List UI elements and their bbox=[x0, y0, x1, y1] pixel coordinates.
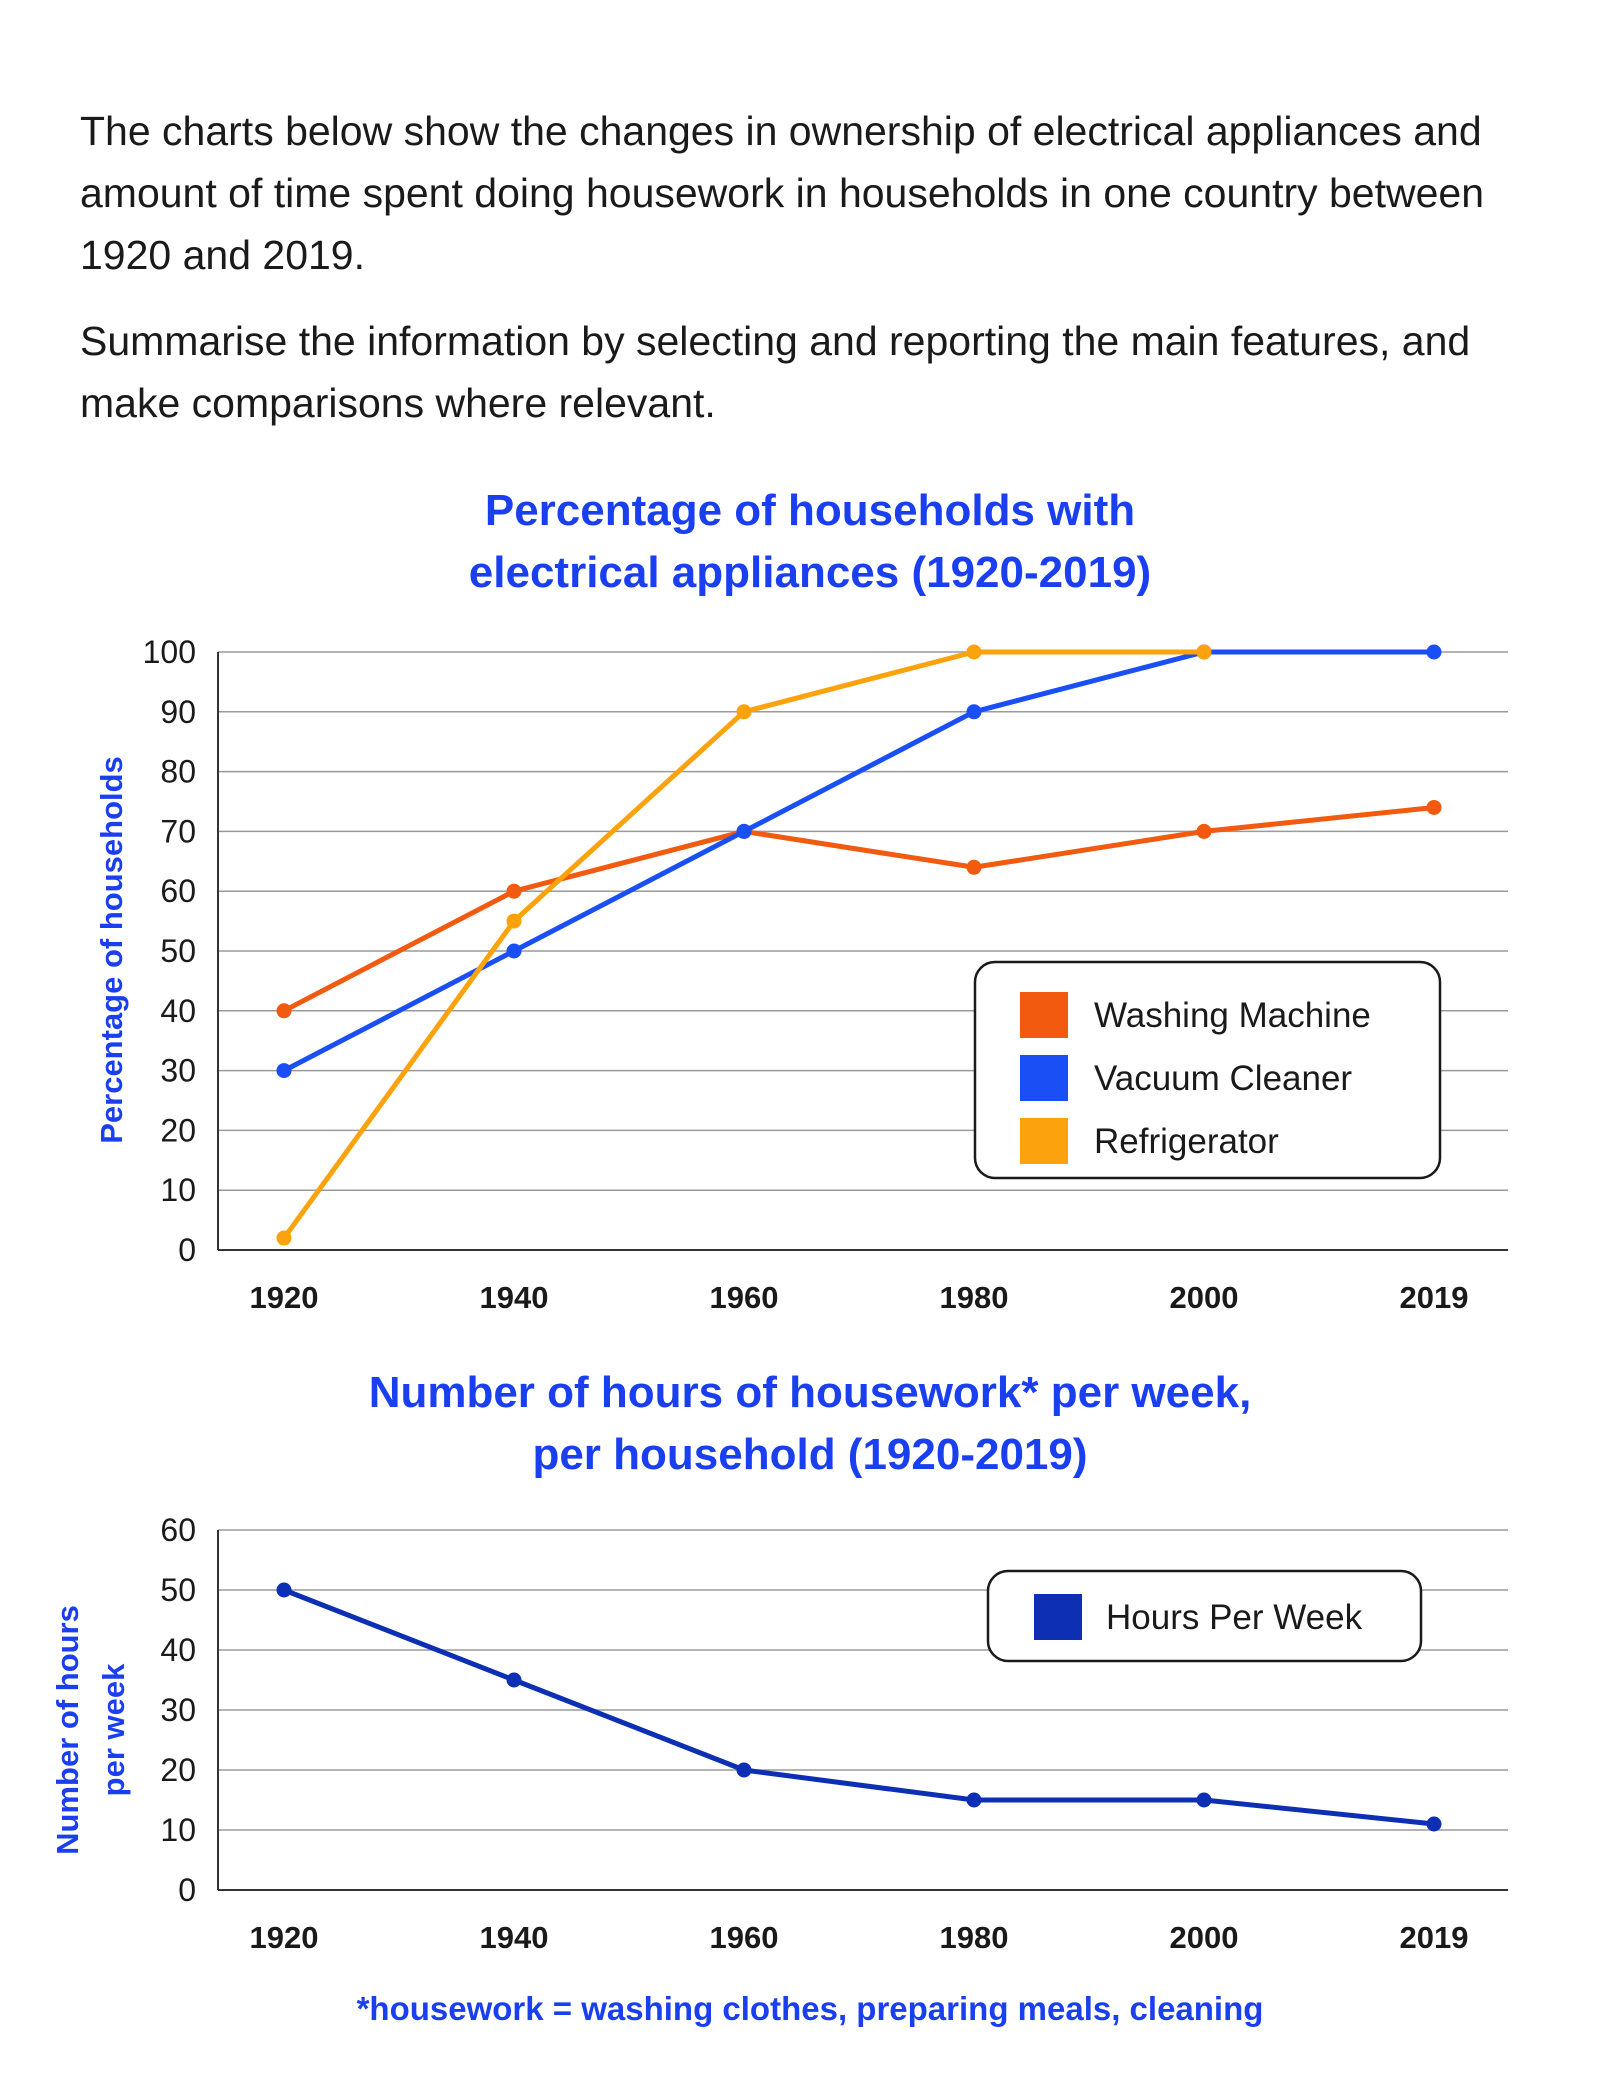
legend-label-vacuum: Vacuum Cleaner bbox=[1094, 1059, 1352, 1098]
y-tick-label: 40 bbox=[160, 993, 196, 1029]
data-point-vacuum bbox=[1426, 644, 1442, 660]
y-tick-label: 100 bbox=[143, 634, 196, 670]
x-tick-label: 1940 bbox=[480, 1280, 549, 1315]
data-point-fridge bbox=[506, 913, 522, 929]
x-tick-label: 1920 bbox=[250, 1280, 319, 1315]
housework-chart: 0 10 20 30 40 50 60 1920 1940 1960 1980 2000 2019 Num… bbox=[50, 1512, 1508, 1955]
legend-box bbox=[986, 1569, 1423, 1663]
data-point-hours bbox=[1196, 1792, 1212, 1808]
data-point-vacuum bbox=[736, 823, 752, 839]
data-point-fridge bbox=[966, 644, 982, 660]
data-point-hours bbox=[506, 1672, 522, 1688]
x-tick-label: 1980 bbox=[940, 1280, 1009, 1315]
legend-box bbox=[973, 960, 1442, 1180]
appliance-chart: 0 10 20 30 40 50 60 70 80 90 100 1920 1940 1960 1980 20… bbox=[94, 634, 1508, 1315]
legend-swatch-hours bbox=[1034, 1594, 1082, 1640]
x-tick-label: 2000 bbox=[1170, 1280, 1239, 1315]
y-tick-label: 0 bbox=[178, 1872, 196, 1908]
footnote: *housework = washing clothes, preparing … bbox=[356, 1990, 1264, 2027]
x-tick-label: 2019 bbox=[1400, 1280, 1469, 1315]
x-tick-label: 2000 bbox=[1170, 1920, 1239, 1955]
y-axis-label-line1: Number of hours bbox=[50, 1605, 85, 1855]
x-tick-label: 1960 bbox=[710, 1920, 779, 1955]
y-tick-label: 50 bbox=[160, 1572, 196, 1608]
x-tick-label: 1980 bbox=[940, 1920, 1009, 1955]
y-tick-label: 0 bbox=[178, 1232, 196, 1268]
legend-label-fridge: Refrigerator bbox=[1094, 1122, 1279, 1161]
y-tick-label: 10 bbox=[160, 1812, 196, 1848]
data-point-washing bbox=[1426, 799, 1442, 815]
chart2-title-line2: per household (1920-2019) bbox=[532, 1430, 1088, 1479]
data-point-washing bbox=[506, 883, 522, 899]
y-tick-label: 20 bbox=[160, 1752, 196, 1788]
y-tick-label: 30 bbox=[160, 1692, 196, 1728]
x-tick-label: 1960 bbox=[710, 1280, 779, 1315]
legend-swatch-washing bbox=[1020, 992, 1068, 1038]
chart1-title: Percentage of households with electrical… bbox=[0, 480, 1620, 604]
series-line-washing bbox=[282, 804, 1435, 1014]
y-tick-label: 10 bbox=[160, 1172, 196, 1208]
data-point-washing bbox=[276, 1003, 292, 1019]
series-line-hours bbox=[283, 1587, 1435, 1827]
y-tick-label: 40 bbox=[160, 1632, 196, 1668]
prompt-paragraph-2: Summarise the information by selecting a… bbox=[80, 318, 1471, 426]
legend-label-hours: Hours Per Week bbox=[1106, 1598, 1363, 1637]
data-point-hours bbox=[736, 1762, 752, 1778]
data-point-washing bbox=[966, 859, 982, 875]
legend-label-washing: Washing Machine bbox=[1094, 996, 1371, 1035]
chart1-title-line1: Percentage of households with bbox=[484, 486, 1136, 535]
y-tick-label: 30 bbox=[160, 1053, 196, 1089]
prompt-paragraph-1: The charts below show the changes in own… bbox=[80, 108, 1485, 278]
data-point-fridge bbox=[736, 704, 752, 720]
y-axis-label-line2: per week bbox=[96, 1663, 131, 1796]
y-tick-label: 60 bbox=[160, 1512, 196, 1548]
data-point-fridge bbox=[276, 1230, 292, 1246]
data-point-vacuum bbox=[506, 943, 522, 959]
data-point-fridge bbox=[1196, 644, 1212, 660]
data-point-vacuum bbox=[966, 704, 982, 720]
y-tick-label: 70 bbox=[160, 813, 196, 849]
legend-swatch-vacuum bbox=[1020, 1055, 1068, 1101]
data-point-vacuum bbox=[276, 1063, 292, 1079]
y-tick-label: 80 bbox=[160, 754, 196, 790]
y-tick-label: 90 bbox=[160, 694, 196, 730]
chart2-title: Number of hours of housework* per week, … bbox=[0, 1362, 1620, 1486]
legend-swatch-fridge bbox=[1020, 1118, 1068, 1164]
chart1-title-line2: electrical appliances (1920-2019) bbox=[468, 548, 1152, 597]
data-point-washing bbox=[1196, 823, 1212, 839]
y-tick-label: 20 bbox=[160, 1112, 196, 1148]
data-point-hours bbox=[966, 1792, 982, 1808]
y-tick-label: 60 bbox=[160, 873, 196, 909]
y-axis-label: Percentage of households bbox=[94, 756, 129, 1144]
data-point-hours bbox=[276, 1582, 292, 1598]
x-tick-label: 2019 bbox=[1400, 1920, 1469, 1955]
chart2-title-line1: Number of hours of housework* per week, bbox=[368, 1368, 1252, 1417]
data-point-hours bbox=[1426, 1816, 1442, 1832]
x-tick-label: 1920 bbox=[250, 1920, 319, 1955]
x-tick-label: 1940 bbox=[480, 1920, 549, 1955]
y-tick-label: 50 bbox=[160, 933, 196, 969]
task-prompt: The charts below show the changes in own… bbox=[80, 100, 1540, 458]
